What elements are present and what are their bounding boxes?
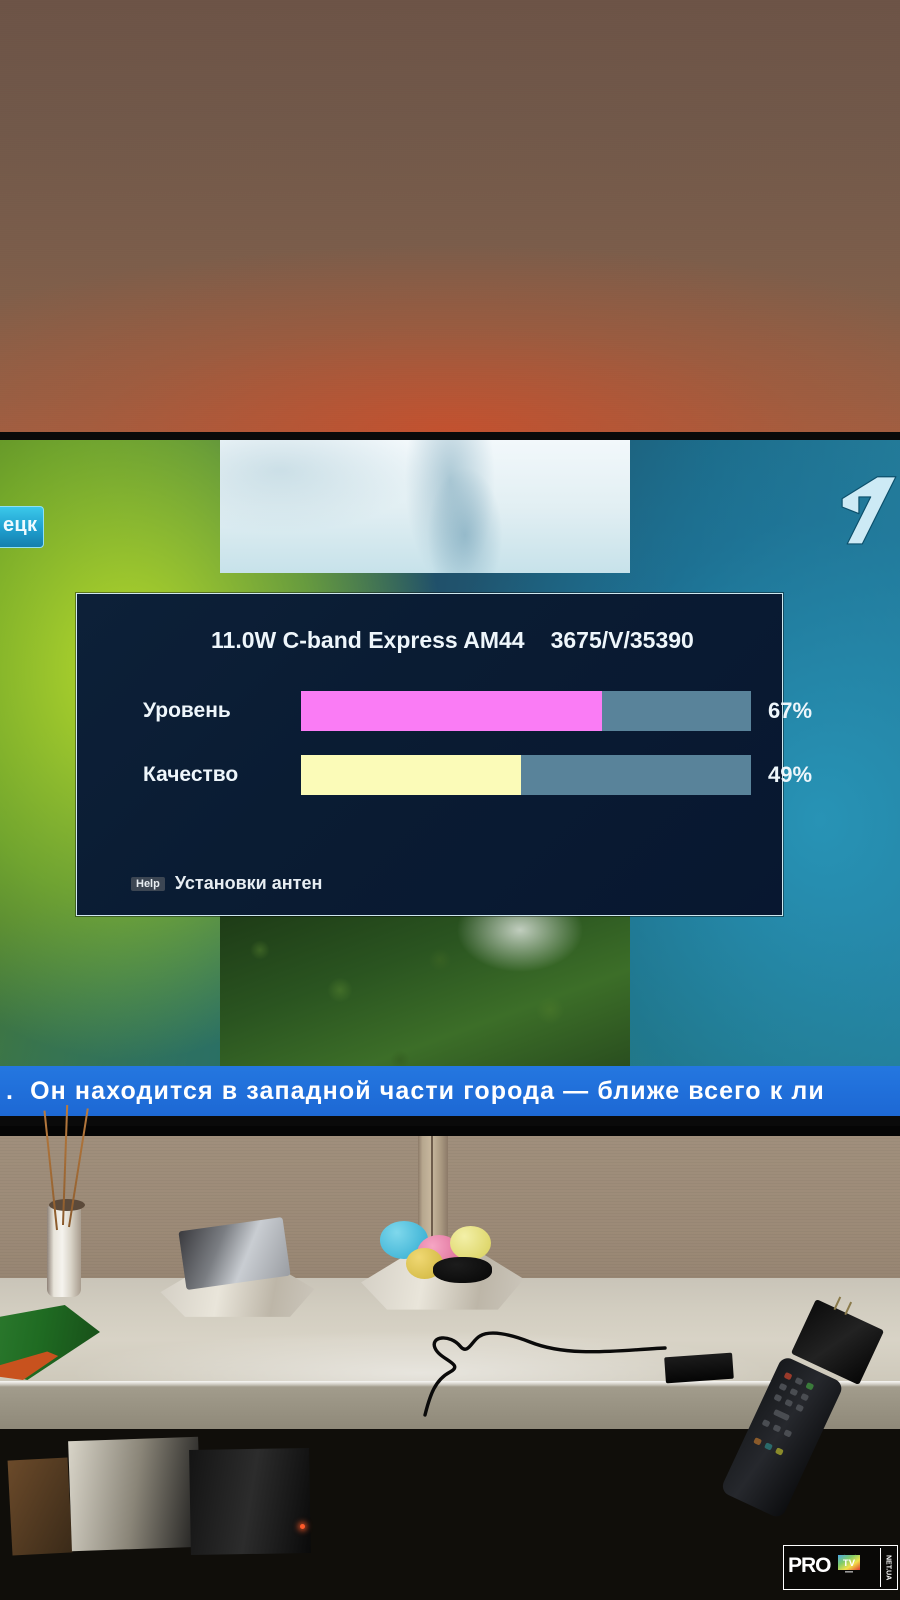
svg-text:TV: TV xyxy=(843,1558,856,1569)
